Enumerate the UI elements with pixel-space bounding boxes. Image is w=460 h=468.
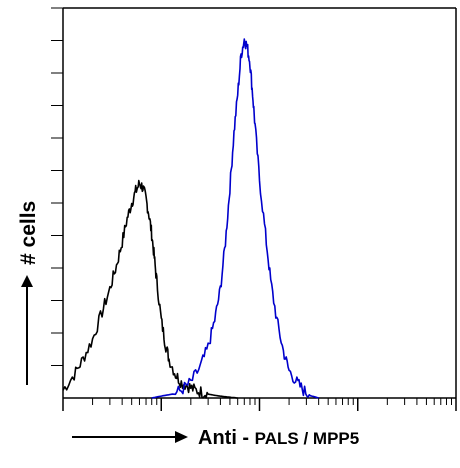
- y-axis-title: # cells: [17, 201, 40, 265]
- plot-frame: [62, 7, 457, 399]
- y-ticks: [51, 7, 63, 366]
- x-axis-title-main: Anti -: [198, 427, 249, 449]
- x-axis-arrow-head: [175, 431, 188, 443]
- y-axis-arrow-head: [21, 275, 33, 287]
- x-axis-title-group: Anti - PALS / MPP5: [72, 427, 359, 449]
- series-layer: [62, 38, 319, 399]
- x-axis-title-target: PALS / MPP5: [255, 429, 360, 448]
- control-histogram-line: [62, 179, 238, 399]
- antibody-histogram-line: [151, 38, 319, 399]
- y-axis-title-group: # cells: [17, 201, 40, 385]
- x-ticks: [62, 398, 457, 411]
- x-axis-title: Anti - PALS / MPP5: [198, 427, 359, 449]
